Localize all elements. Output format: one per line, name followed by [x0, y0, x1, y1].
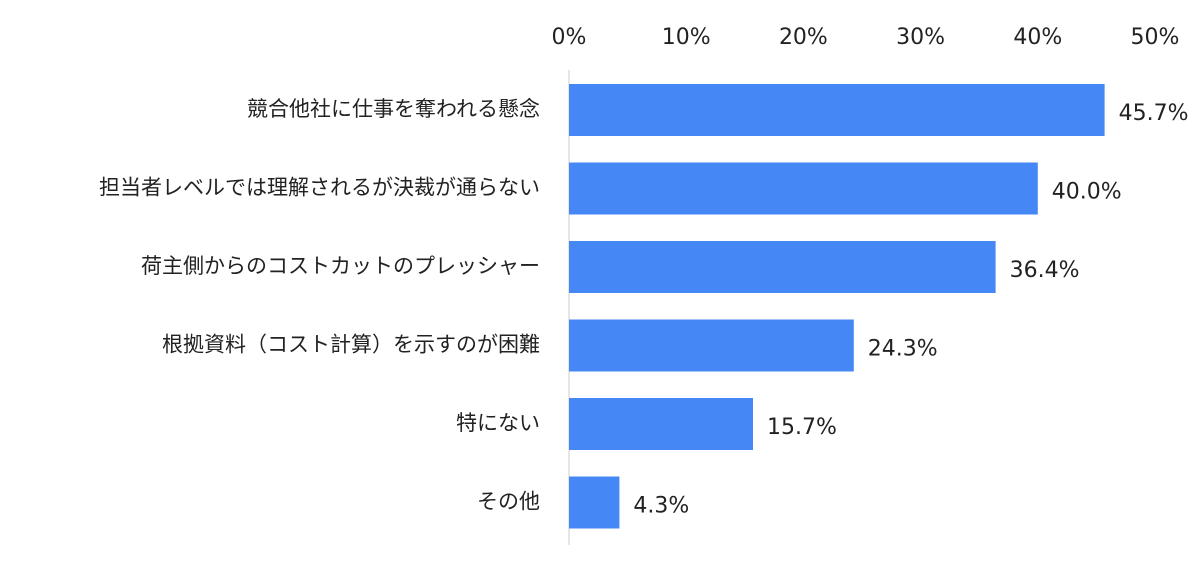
value-label: 4.3%: [633, 494, 689, 519]
x-tick-label: 20%: [779, 25, 828, 50]
value-labels: 45.7% 40.0% 36.4% 24.3% 15.7% 4.3%: [633, 101, 1188, 519]
bar: [569, 319, 854, 372]
category-label: 荷主側からのコストカットのプレッシャー: [141, 254, 540, 278]
bar: [569, 162, 1038, 215]
value-label: 24.3%: [868, 337, 938, 362]
x-tick-label: 40%: [1013, 25, 1062, 50]
x-axis-ticks: 0% 10% 20% 30% 40% 50%: [552, 25, 1180, 50]
category-label: 特にない: [456, 411, 540, 435]
category-label: 担当者レベルでは理解されるが決裁が通らない: [99, 176, 540, 200]
bar: [569, 241, 996, 293]
bar: [569, 84, 1105, 136]
x-tick-label: 10%: [662, 25, 711, 50]
value-label: 15.7%: [767, 415, 837, 440]
value-label: 45.7%: [1119, 101, 1189, 126]
value-label: 40.0%: [1052, 180, 1122, 205]
bars: [569, 84, 1105, 529]
category-labels: 競合他社に仕事を奪われる懸念担当者レベルでは理解されるが決裁が通らない荷主側から…: [99, 97, 540, 514]
category-label: その他: [477, 490, 540, 514]
x-tick-label: 0%: [552, 25, 587, 50]
value-label: 36.4%: [1010, 258, 1080, 283]
x-tick-label: 30%: [896, 25, 945, 50]
category-label: 根拠資料（コスト計算）を示すのが困難: [162, 333, 540, 357]
bar: [569, 398, 754, 450]
bar: [569, 476, 620, 529]
x-tick-label: 50%: [1131, 25, 1180, 50]
category-label: 競合他社に仕事を奪われる懸念: [247, 97, 540, 121]
